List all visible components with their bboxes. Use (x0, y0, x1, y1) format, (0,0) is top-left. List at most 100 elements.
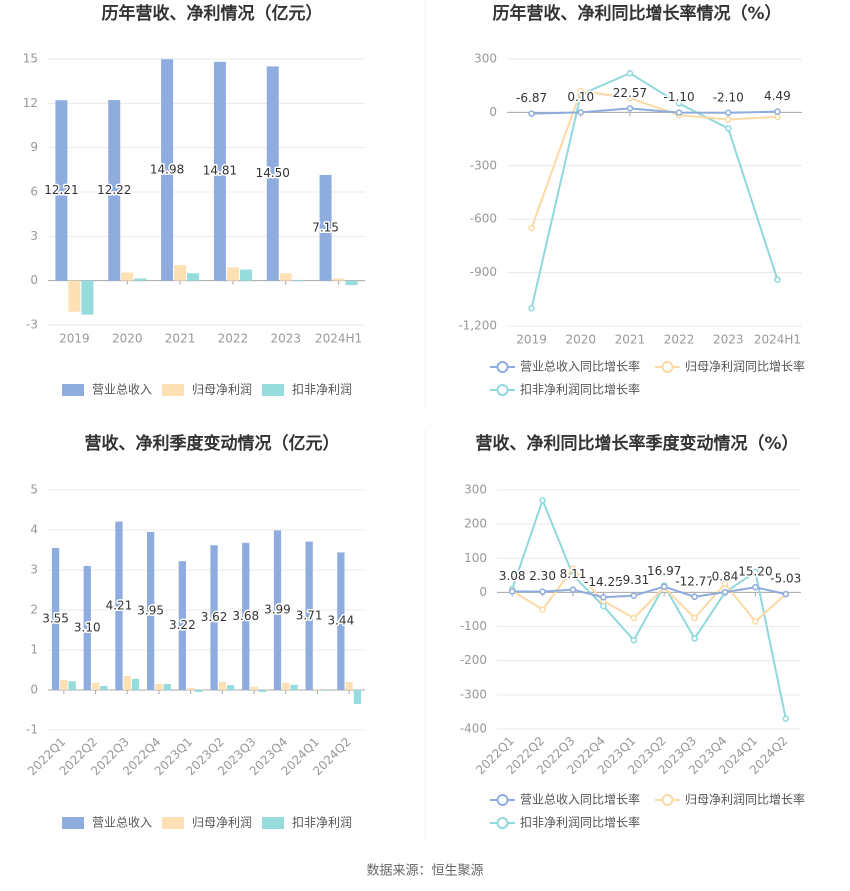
chart-panel: 营收、净利季度变动情况（亿元）-10123452022Q12022Q22022Q… (25, 433, 365, 830)
legend-label: 扣非净利润 (292, 816, 352, 830)
x-tick-label: 2022 (218, 332, 249, 346)
legend-swatch (496, 817, 509, 829)
legend-swatch (496, 794, 509, 806)
legend-swatch (162, 817, 184, 829)
y-tick-label: 0 (479, 585, 487, 599)
legend-swatch (62, 817, 84, 829)
y-tick-label: -400 (460, 722, 487, 736)
legend-swatch (496, 384, 509, 396)
x-tick-label: 2024H1 (754, 333, 801, 347)
point (721, 580, 729, 588)
point (539, 588, 546, 595)
data-label: 12.21 (44, 183, 78, 197)
data-label: 3.99 (264, 603, 291, 617)
bar (290, 684, 298, 690)
point (626, 105, 634, 112)
bar (218, 682, 226, 690)
legend-label: 营业总收入同比增长率 (520, 359, 640, 374)
bar (322, 690, 330, 691)
point (782, 590, 790, 598)
bar (178, 561, 187, 690)
data-label: 3.68 (232, 609, 259, 623)
bar (123, 676, 131, 690)
x-tick-label: 2023 (713, 333, 744, 347)
bar (292, 279, 305, 281)
legend-label: 归母净利润同比增长率 (685, 792, 805, 807)
x-tick-label: 2019 (59, 332, 90, 346)
data-label: 3.10 (74, 621, 101, 635)
legend-swatch (661, 794, 674, 806)
x-tick-label: 2020 (112, 332, 143, 346)
y-tick-label: -1,200 (458, 319, 497, 333)
point (725, 116, 732, 123)
y-tick-label: 6 (30, 185, 38, 199)
data-label: 0.10 (567, 90, 594, 104)
x-tick-label: 2023 (270, 332, 301, 346)
point (630, 592, 638, 599)
bar (282, 682, 290, 690)
point (721, 588, 729, 596)
point (528, 110, 535, 117)
point (774, 113, 781, 121)
bar (279, 273, 292, 281)
bar (258, 690, 266, 692)
series-line (530, 89, 778, 229)
point (691, 593, 698, 601)
bar (68, 681, 76, 690)
data-label: 3.62 (201, 610, 228, 624)
bar (319, 175, 332, 281)
point (675, 109, 683, 116)
y-tick-label: 4 (30, 523, 38, 537)
legend-label: 扣非净利润同比增长率 (520, 815, 640, 830)
bar (239, 269, 252, 281)
data-label: 14.98 (150, 162, 184, 176)
point (626, 94, 634, 102)
point (725, 109, 732, 117)
y-tick-label: -1 (26, 723, 38, 737)
legend-label: 扣非净利润 (292, 383, 352, 397)
y-tick-label: 2 (30, 603, 38, 617)
data-label: -9.31 (618, 573, 649, 587)
y-tick-label: 5 (30, 483, 38, 497)
data-label: 12.22 (97, 183, 131, 197)
bar (163, 684, 171, 690)
bar (115, 521, 123, 690)
bar (332, 278, 345, 281)
point (774, 276, 781, 283)
bar (242, 542, 250, 690)
point (569, 572, 577, 579)
y-tick-label: 0 (30, 273, 38, 287)
point (774, 108, 781, 115)
y-tick-label: 300 (474, 52, 497, 66)
data-label: 8.11 (560, 567, 587, 581)
bar (51, 548, 60, 690)
bar (226, 267, 239, 281)
legend-swatch (496, 361, 509, 373)
point (725, 125, 732, 132)
data-label: -1.10 (664, 90, 695, 104)
bar (161, 59, 174, 281)
legend-label: 营业总收入 (92, 383, 152, 397)
y-tick-label: -600 (470, 212, 497, 226)
legend-swatch (661, 361, 674, 373)
bar (108, 100, 121, 281)
point (508, 588, 516, 595)
chart-panel: 历年营收、净利情况（亿元） -3 0 3 6 9 12 15 2019 2020 2021 2022 2… (23, 3, 365, 397)
point (626, 69, 634, 77)
bar (91, 682, 100, 690)
point (630, 636, 638, 644)
bar (187, 273, 200, 281)
data-label: -14.25 (584, 575, 623, 589)
point (600, 594, 607, 601)
bar (195, 690, 203, 692)
bar (147, 532, 155, 690)
point (569, 586, 577, 593)
x-tick-label: 2022 (664, 333, 695, 347)
bar (55, 100, 68, 281)
bar (305, 541, 313, 690)
bar (273, 530, 282, 690)
point (752, 583, 759, 591)
y-tick-label: 12 (23, 96, 38, 110)
